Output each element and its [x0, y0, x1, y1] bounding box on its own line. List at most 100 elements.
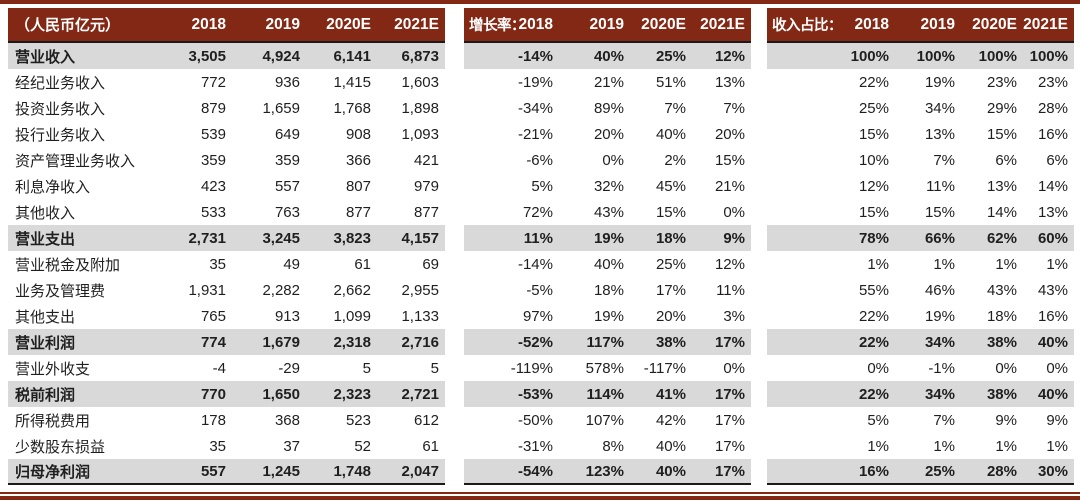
value-cell: 37: [283, 437, 300, 455]
row-label: 业务及管理费: [15, 281, 106, 300]
value-cell: 100%: [850, 47, 889, 65]
value-cell: 0%: [602, 151, 624, 169]
value-cell: 35: [209, 255, 226, 273]
value-cell: 17%: [714, 385, 745, 403]
table-row: 5% 32% 45% 21%: [464, 173, 751, 199]
value-cell: 43%: [1037, 281, 1068, 299]
row-label: 所得税费用: [15, 411, 91, 430]
value-cell: 41%: [655, 385, 686, 403]
value-cell: 10%: [858, 151, 889, 169]
table-row: -14% 40% 25% 12%: [464, 251, 751, 277]
value-cell: 9%: [995, 411, 1017, 429]
value-cell: 5%: [867, 411, 889, 429]
table-row: 1% 1% 1% 1%: [767, 251, 1074, 277]
value-cell: 0%: [723, 203, 745, 221]
row-label: 营业支出: [15, 229, 76, 248]
value-cell: 557: [200, 462, 226, 480]
share-body: 100% 100% 100% 100% 22% 19% 23% 23% 25% 34% 29% 28%…: [767, 43, 1074, 485]
value-cell: 60%: [1037, 229, 1068, 247]
row-label: 税前利润: [15, 385, 76, 404]
value-cell: 15%: [924, 203, 955, 221]
value-cell: 28%: [1037, 99, 1068, 117]
value-cell: 0%: [995, 359, 1017, 377]
value-cell: 1,659: [262, 99, 300, 117]
table-row: 22% 19% 23% 23%: [767, 69, 1074, 95]
value-cell: -5%: [526, 281, 553, 299]
table-row: -119% 578% -117% 0%: [464, 355, 751, 381]
row-label: 少数股东损益: [15, 437, 106, 456]
value-cell: 6%: [1046, 151, 1068, 169]
table-row: 11% 19% 18% 9%: [464, 225, 751, 251]
value-cell: 22%: [858, 73, 889, 91]
value-cell: 3%: [723, 307, 745, 325]
value-cell: 114%: [586, 385, 624, 403]
value-cell: 936: [274, 73, 300, 91]
value-cell: -31%: [517, 437, 553, 455]
table-row: 其他收入 533 763 877 877: [8, 199, 445, 225]
value-cell: 16%: [1037, 125, 1068, 143]
tables-container: （人民币亿元） 2018 2019 2020E 2021E 营业收入 3,505 4…: [8, 8, 1074, 485]
value-cell: 772: [200, 73, 226, 91]
value-cell: 25%: [655, 255, 686, 273]
value-cell: 40%: [593, 255, 624, 273]
value-cell: 539: [200, 125, 226, 143]
table-row: 16% 25% 28% 30%: [767, 459, 1074, 485]
value-cell: 25%: [858, 99, 889, 117]
value-cell: 42%: [655, 411, 686, 429]
value-cell: 40%: [1037, 385, 1068, 403]
table-row: 归母净利润 557 1,245 1,748 2,047: [8, 459, 445, 485]
value-cell: 1%: [933, 255, 955, 273]
value-cell: -52%: [517, 333, 553, 351]
value-cell: 15%: [714, 151, 745, 169]
value-cell: 23%: [986, 73, 1017, 91]
value-cell: 18%: [593, 281, 624, 299]
row-label: 利息净收入: [15, 177, 91, 196]
value-cell: 3,823: [333, 229, 371, 247]
column-header-2021e: 2021E: [1023, 15, 1068, 33]
value-cell: 908: [345, 125, 371, 143]
value-cell: 20%: [593, 125, 624, 143]
value-cell: -14%: [517, 255, 553, 273]
value-cell: 16%: [858, 462, 889, 480]
value-cell: 366: [345, 151, 371, 169]
value-cell: 6,873: [401, 47, 439, 65]
column-header-2021e: 2021E: [394, 15, 439, 33]
table-row: -34% 89% 7% 7%: [464, 95, 751, 121]
value-cell: 523: [345, 411, 371, 429]
value-cell: 1,898: [401, 99, 439, 117]
growth-header-row: 增长率： 2018 2019 2020E 2021E: [464, 8, 751, 43]
value-cell: 612: [413, 411, 439, 429]
share-table: 收入占比： 2018 2019 2020E 2021E 100% 100% 100%…: [767, 8, 1074, 485]
value-cell: 4,924: [262, 47, 300, 65]
amounts-table: （人民币亿元） 2018 2019 2020E 2021E 营业收入 3,505 4…: [8, 8, 445, 485]
value-cell: -117%: [643, 359, 686, 377]
value-cell: 17%: [714, 411, 745, 429]
value-cell: 18%: [986, 307, 1017, 325]
value-cell: 11%: [523, 229, 553, 247]
value-cell: 123%: [585, 462, 624, 480]
value-cell: 78%: [858, 229, 889, 247]
value-cell: 7%: [664, 99, 686, 117]
table-row: 利息净收入 423 557 807 979: [8, 173, 445, 199]
row-label: 投资业务收入: [15, 99, 106, 118]
table-row: 营业收入 3,505 4,924 6,141 6,873: [8, 43, 445, 69]
column-header-2019: 2019: [589, 15, 624, 33]
value-cell: 13%: [714, 73, 745, 91]
value-cell: 25%: [924, 462, 955, 480]
value-cell: -53%: [517, 385, 553, 403]
value-cell: 15%: [858, 203, 889, 221]
value-cell: 100%: [916, 47, 955, 65]
value-cell: 1,768: [333, 99, 371, 117]
table-row: 0% -1% 0% 0%: [767, 355, 1074, 381]
value-cell: -1%: [928, 359, 955, 377]
bottom-rule-thick: [0, 496, 1080, 500]
value-cell: 2,716: [401, 333, 439, 351]
value-cell: 5: [362, 359, 371, 377]
value-cell: 22%: [858, 385, 889, 403]
value-cell: 66%: [924, 229, 955, 247]
value-cell: 7%: [933, 411, 955, 429]
value-cell: 1,093: [401, 125, 439, 143]
value-cell: 25%: [655, 47, 686, 65]
value-cell: 97%: [522, 307, 553, 325]
value-cell: 1%: [867, 255, 889, 273]
